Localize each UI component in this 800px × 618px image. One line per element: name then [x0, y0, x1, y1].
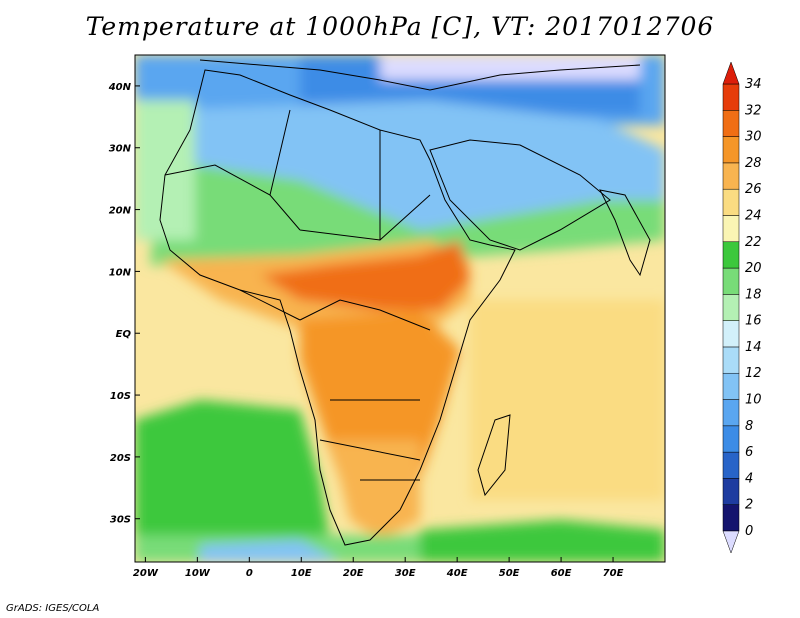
field-sahel-hot [260, 240, 470, 310]
colorbar-swatch [722, 320, 740, 348]
colorbar-swatch [722, 451, 740, 479]
colorbar-label: 24 [745, 208, 762, 223]
map-title: Temperature at 1000hPa [C], VT: 20170127… [85, 12, 715, 41]
coastlines [159, 59, 651, 546]
y-tick-label: 30S [110, 515, 131, 526]
colorbar-under-arrow [722, 530, 740, 554]
madagascar-coastline [477, 414, 511, 497]
africa-coastline [159, 69, 516, 546]
colorbar-label: 16 [745, 314, 762, 329]
colorbar-swatch [722, 504, 740, 532]
x-tick-label: 30E [395, 568, 416, 579]
colorbar-swatch [722, 399, 740, 427]
y-tick-label: 20S [110, 453, 131, 464]
footer-credit: GrADS: IGES/COLA [6, 603, 100, 614]
colorbar-label: 32 [745, 103, 762, 118]
colorbar-swatch [722, 346, 740, 374]
y-tick-label: 10S [110, 391, 131, 402]
colorbar-label: 4 [745, 471, 753, 486]
field-south-atlantic [135, 400, 330, 550]
x-axis: 20W 10W 0 10E 20E 30E 40E 50E 60E 70E [133, 557, 624, 579]
field-atlantic-north [135, 100, 195, 240]
y-tick-label: 10N [109, 267, 132, 278]
colorbar-swatch [722, 294, 740, 321]
europe-coastline [199, 59, 641, 91]
field-antarctic-cold [200, 540, 340, 562]
colorbar-swatch [722, 83, 740, 111]
colorbar-swatch [722, 267, 740, 295]
x-tick-label: 60E [551, 568, 572, 579]
y-tick-label: EQ [116, 329, 132, 340]
colorbar-swatch [722, 110, 740, 137]
country-borders [164, 109, 431, 481]
colorbar-swatch [722, 478, 740, 505]
y-tick-label: 40N [108, 82, 132, 93]
map-frame [134, 54, 666, 563]
colorbar-label: 8 [745, 419, 753, 434]
colorbar-over-arrow [722, 61, 740, 85]
y-tick-label: 30N [109, 144, 132, 155]
x-tick-label: 50E [499, 568, 520, 579]
colorbar-swatch [722, 241, 740, 269]
india-coastline [599, 189, 651, 277]
x-tick-label: 10W [185, 568, 211, 579]
colorbar-label: 18 [745, 287, 762, 302]
x-tick-label: 20W [133, 568, 159, 579]
temperature-map [135, 55, 665, 562]
x-tick-label: 10E [291, 568, 312, 579]
colorbar-swatch [722, 136, 740, 164]
colorbar-label: 30 [745, 130, 762, 145]
colorbar-label: 10 [745, 393, 762, 408]
colorbar-label: 12 [745, 366, 762, 381]
x-tick-label: 0 [246, 568, 253, 579]
colorbar-label: 26 [745, 182, 762, 197]
x-tick-label: 40E [446, 568, 468, 579]
colorbar-swatch [722, 215, 740, 243]
colorbar-swatch [722, 372, 740, 400]
colorbar-label: 2 [745, 498, 753, 513]
colorbar-swatch [722, 425, 740, 453]
x-tick-label: 20E [343, 568, 364, 579]
y-tick-label: 20N [109, 206, 132, 217]
field-southern-africa [330, 440, 420, 540]
x-tick-label: 70E [603, 568, 624, 579]
colorbar-label: 34 [745, 77, 762, 92]
colorbar-label: 28 [745, 156, 762, 171]
field-southern-ocean [420, 520, 665, 562]
colorbar-swatch [722, 162, 740, 190]
colorbar-label: 14 [745, 340, 762, 355]
colorbar-label: 20 [745, 261, 762, 276]
colorbar-label: 0 [745, 524, 753, 539]
y-axis: 40N 30N 20N 10N EQ 10S 20S 30S [108, 82, 140, 526]
colorbar-label: 6 [745, 445, 753, 460]
field-arabia-green [150, 160, 665, 270]
arabia-coastline [429, 139, 611, 251]
colorbar-label: 22 [745, 235, 762, 250]
colorbar-swatch [722, 188, 740, 216]
field-indian-ocean [470, 300, 665, 500]
